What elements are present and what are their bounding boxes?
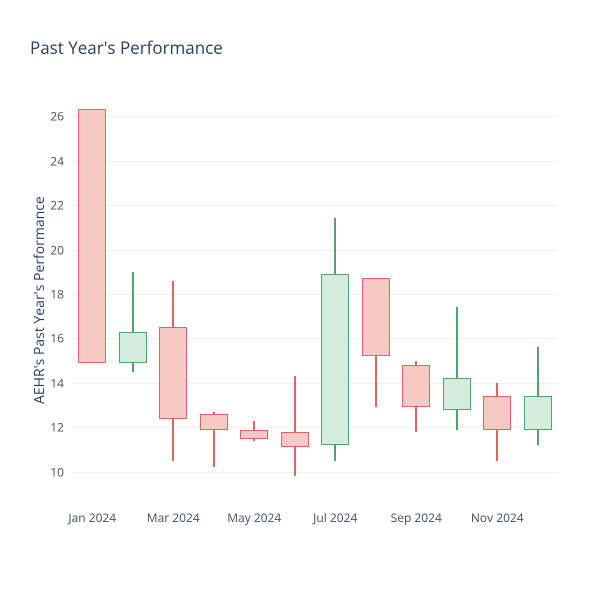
y-tick-label: 10 [50,463,72,480]
chart-container: Past Year's Performance AEHR's Past Year… [0,0,600,600]
x-tick-label: Nov 2024 [471,509,524,526]
y-tick-label: 18 [50,286,72,303]
x-tick-label: May 2024 [227,509,281,526]
candle-body [281,432,309,448]
candle-body [483,396,511,429]
x-tick-label: Sep 2024 [391,509,442,526]
y-tick-label: 16 [50,330,72,347]
x-tick-label: Jan 2024 [68,509,116,526]
candle-body [443,378,471,409]
candle-body [240,430,268,439]
y-tick-label: 14 [50,374,72,391]
gridline [72,250,558,251]
gridline [72,161,558,162]
plot-area: 101214161820222426Jan 2024Mar 2024May 20… [72,85,558,503]
y-axis-label: AEHR's Past Year's Performance [30,196,49,404]
gridline [72,205,558,206]
candle-body [78,109,106,362]
gridline [72,294,558,295]
y-tick-label: 12 [50,419,72,436]
y-tick-label: 26 [50,108,72,125]
candle-body [200,414,228,430]
gridline [72,383,558,384]
x-tick-label: Mar 2024 [147,509,200,526]
gridline [72,116,558,117]
chart-title: Past Year's Performance [30,36,223,59]
gridline [72,472,558,473]
candle-body [159,327,187,418]
candle-body [524,396,552,429]
candle-body [402,365,430,407]
y-tick-label: 22 [50,197,72,214]
y-tick-label: 20 [50,241,72,258]
candle-body [362,278,390,356]
candle-whisker [456,307,458,429]
candle-whisker [294,376,296,476]
y-tick-label: 24 [50,152,72,169]
candle-body [321,274,349,445]
x-tick-label: Jul 2024 [313,509,357,526]
candle-body [119,332,147,363]
